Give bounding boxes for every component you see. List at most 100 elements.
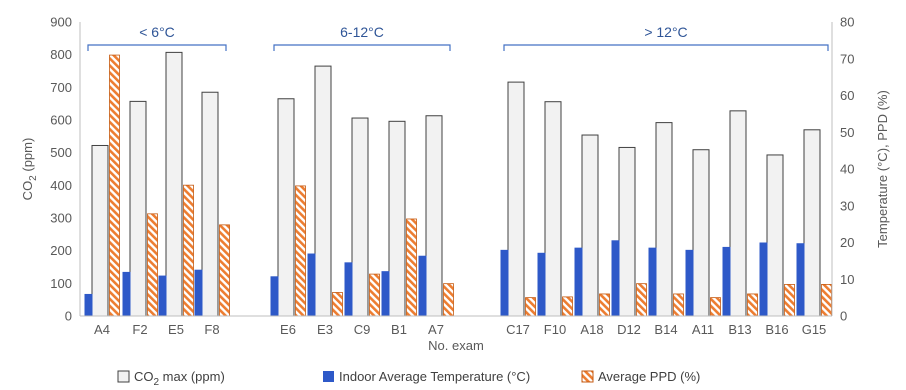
y-left-tick-label: 0 (65, 309, 72, 324)
y-right-tick-label: 10 (840, 272, 854, 287)
y-left-tick-label: 400 (50, 178, 72, 193)
bar-co2-F8 (201, 91, 219, 317)
bar-co2-B13 (729, 110, 747, 317)
y-left-tick-label: 200 (50, 243, 72, 258)
bar-temperature-F2 (122, 271, 131, 316)
x-tick-label: B16 (765, 322, 788, 337)
bar-temperature-B16 (759, 242, 768, 316)
bar-ppd-C9 (369, 273, 380, 317)
legend-label: CO2 max (ppm) (134, 369, 225, 388)
x-tick-label: B1 (391, 322, 407, 337)
bar-ppd-G15 (821, 283, 832, 317)
bar-co2-A4 (91, 144, 109, 317)
bar-ppd-A11 (710, 297, 721, 317)
y-left-title-sub: 2 (28, 175, 39, 181)
bar-temperature-A7 (418, 255, 427, 316)
x-tick-label: A7 (428, 322, 444, 337)
bar-co2-G15 (803, 129, 821, 317)
bar-co2-F10 (544, 101, 562, 317)
x-tick-label: F10 (544, 322, 566, 337)
bar-ppd-A4 (109, 54, 120, 317)
legend-swatch (581, 370, 594, 383)
legend-label-rest: max (ppm) (159, 369, 225, 384)
y-right-axis-title: Temperature (°C), PPD (%) (875, 90, 890, 248)
bar-co2-F2 (129, 100, 147, 317)
bar-ppd-D12 (636, 283, 647, 317)
y-left-tick-label: 700 (50, 80, 72, 95)
legend: CO2 max (ppm) Indoor Average Temperature … (117, 369, 700, 388)
bar-ppd-C17 (525, 297, 536, 317)
bar-temperature-B14 (648, 247, 657, 316)
bar-temperature-B1 (381, 271, 390, 316)
bar-co2-A7 (425, 115, 443, 317)
bar-co2-C17 (507, 81, 525, 317)
x-axis-title: No. exam (428, 338, 484, 353)
bar-co2-E5 (165, 51, 183, 317)
x-tick-label: A11 (692, 322, 714, 337)
bar-co2-A11 (692, 149, 710, 317)
group-brackets: < 6°C 6-12°C > 12°C (87, 24, 829, 51)
x-tick-label: F8 (204, 322, 219, 337)
bar-ppd-B16 (784, 283, 795, 317)
bar-temperature-F8 (194, 269, 203, 316)
bar-temperature-A18 (574, 247, 583, 316)
group-bracket (87, 44, 227, 51)
y-right-tick-label: 80 (840, 15, 854, 30)
y-left-tick-label: 100 (50, 276, 72, 291)
bar-co2-E3 (314, 65, 332, 317)
x-tick-label: G15 (802, 322, 827, 337)
group-label: < 6°C (139, 24, 175, 40)
bar-co2-E6 (277, 98, 295, 317)
y-right-tick-label: 60 (840, 88, 854, 103)
bar-ppd-E5 (183, 184, 194, 317)
bar-co2-C9 (351, 117, 369, 317)
y-right-tick-label: 70 (840, 51, 854, 66)
group-bracket (503, 44, 829, 51)
bar-ppd-F2 (147, 213, 158, 317)
bar-co2-B1 (388, 120, 406, 317)
bar-temperature-A11 (685, 249, 694, 316)
group-label: 6-12°C (340, 24, 384, 40)
legend-label-main: Average PPD (%) (598, 369, 700, 384)
x-tick-label: B13 (728, 322, 751, 337)
bar-temperature-E6 (270, 276, 279, 316)
bar-co2-B14 (655, 122, 673, 317)
bar-ppd-B13 (747, 293, 758, 317)
bar-ppd-F8 (219, 224, 230, 317)
legend-swatch (117, 370, 130, 383)
y-right-tick-label: 40 (840, 162, 854, 177)
plot-area (84, 51, 832, 317)
y-left-tick-label: 500 (50, 145, 72, 160)
x-tick-label: B14 (654, 322, 677, 337)
bar-ppd-A18 (599, 293, 610, 317)
legend-label-sub: 2 (154, 377, 160, 388)
legend-label-main: Indoor Average Temperature (°C) (339, 369, 530, 384)
bar-co2-A18 (581, 134, 599, 317)
bar-co2-B16 (766, 154, 784, 317)
bar-ppd-F10 (562, 296, 573, 317)
x-tick-label: C17 (506, 322, 530, 337)
y-left-title-main: CO (20, 181, 35, 201)
bar-temperature-F10 (537, 252, 546, 316)
bar-temperature-D12 (611, 240, 620, 316)
y-right-tick-label: 50 (840, 125, 854, 140)
bar-temperature-C17 (500, 249, 509, 316)
legend-label-main: CO (134, 369, 154, 384)
group-label: > 12°C (644, 24, 687, 40)
x-tick-label: D12 (617, 322, 641, 337)
group-bracket (273, 44, 451, 51)
axes: A4 F2 E5 F8 E6 E3 C9 B1 A7 C17 F10 A18 D12 B14 A11 B13 B… (20, 15, 890, 354)
legend-label: Indoor Average Temperature (°C) (339, 369, 530, 384)
x-tick-label: C9 (354, 322, 371, 337)
bar-ppd-B14 (673, 293, 684, 317)
legend-label: Average PPD (%) (598, 369, 700, 384)
x-tick-label: E6 (280, 322, 296, 337)
y-right-tick-label: 20 (840, 235, 854, 250)
bar-ppd-B1 (406, 218, 417, 317)
y-left-title-rest: (ppm) (20, 138, 35, 176)
bar-temperature-C9 (344, 262, 353, 316)
bar-temperature-A4 (84, 293, 93, 316)
x-tick-label: E5 (168, 322, 184, 337)
bar-ppd-E6 (295, 185, 306, 317)
